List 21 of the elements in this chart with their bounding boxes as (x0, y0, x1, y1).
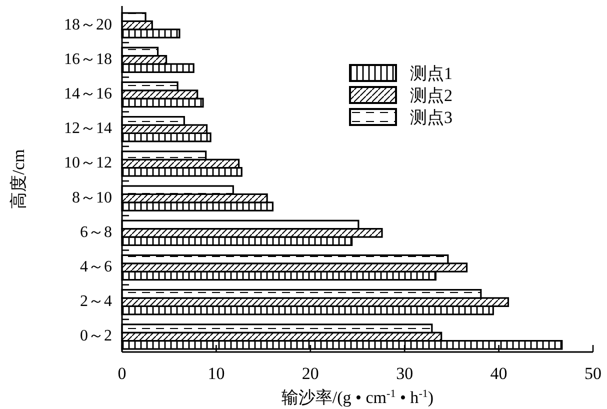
y-axis-title: 高度/cm (9, 149, 28, 209)
y-tick-label: 14～16 (64, 86, 112, 102)
x-tick-label: 10 (208, 364, 225, 383)
y-tick-label: 18～20 (64, 16, 112, 34)
x-tick-label: 30 (396, 364, 414, 383)
x-tick-label: 20 (302, 364, 319, 383)
y-tick-label: 0～2 (80, 328, 112, 345)
y-tick-label: 6～8 (80, 224, 112, 241)
legend-label: 测点2 (410, 86, 452, 105)
y-tick-label: 8～10 (72, 189, 112, 206)
y-tick-label: 10～12 (64, 154, 112, 172)
x-axis-title: 输沙率/(g • cm$^{-1}$ • h$^{-1}$) (281, 388, 434, 407)
y-tick-label: 2～4 (80, 293, 112, 310)
y-tick-label: 4～6 (80, 258, 112, 276)
legend-label: 测点3 (410, 108, 452, 127)
x-tick-label: 40 (490, 364, 508, 383)
legend-label: 测点1 (410, 64, 452, 83)
x-tick-label: 50 (584, 364, 602, 383)
x-tick-label: 0 (118, 364, 126, 383)
y-tick-label: 12～14 (64, 120, 112, 138)
y-tick-label: 16～18 (64, 50, 112, 68)
